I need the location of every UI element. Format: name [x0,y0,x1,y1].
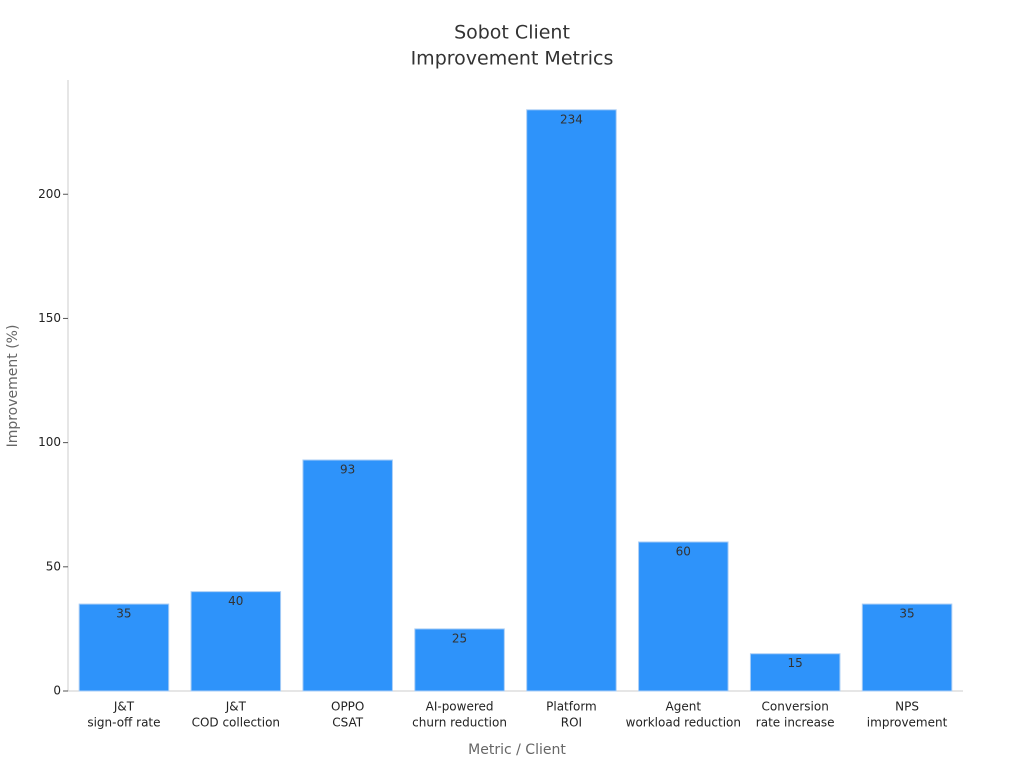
x-tick-label: Agent [666,700,702,714]
bar [638,541,729,692]
y-tick-label: 200 [38,187,61,201]
x-tick-label: CSAT [332,716,363,730]
x-tick-label: rate increase [756,716,835,730]
value-label: 25 [452,631,467,645]
value-label: 93 [340,463,355,477]
bar [302,459,393,692]
chart-title: Sobot Client [454,22,570,44]
x-tick-label: J&T [113,700,135,714]
bar [190,591,282,692]
y-tick-label: 100 [38,435,61,449]
bar [861,603,953,692]
chart-title: Improvement Metrics [411,48,614,70]
y-tick-label: 50 [46,559,61,573]
y-axis-label: Improvement (%) [5,325,21,448]
x-tick-label: J&T [225,700,247,714]
x-tick-label: AI-powered [426,700,494,714]
value-label: 60 [676,544,691,558]
x-tick-label: Conversion [762,700,829,714]
x-axis-label: Metric / Client [468,742,566,758]
value-label: 15 [788,656,803,670]
x-tick-label: workload reduction [626,716,741,730]
value-label: 40 [228,594,243,608]
x-tick-label: NPS [895,700,919,714]
x-tick-label: COD collection [192,716,280,730]
x-tick-label: ROI [561,716,582,730]
bar [78,603,170,692]
x-tick-label: Platform [546,700,597,714]
bar [414,628,505,692]
y-tick-label: 0 [53,684,61,698]
x-tick-label: sign-off rate [87,716,160,730]
bar [749,653,841,692]
value-label: 35 [116,607,131,621]
bar [526,109,617,692]
x-tick-label: OPPO [331,700,364,714]
value-label: 234 [560,112,583,126]
value-label: 35 [899,607,914,621]
y-tick-label: 150 [38,311,61,325]
x-tick-label: churn reduction [412,716,507,730]
x-tick-label: improvement [867,716,948,730]
